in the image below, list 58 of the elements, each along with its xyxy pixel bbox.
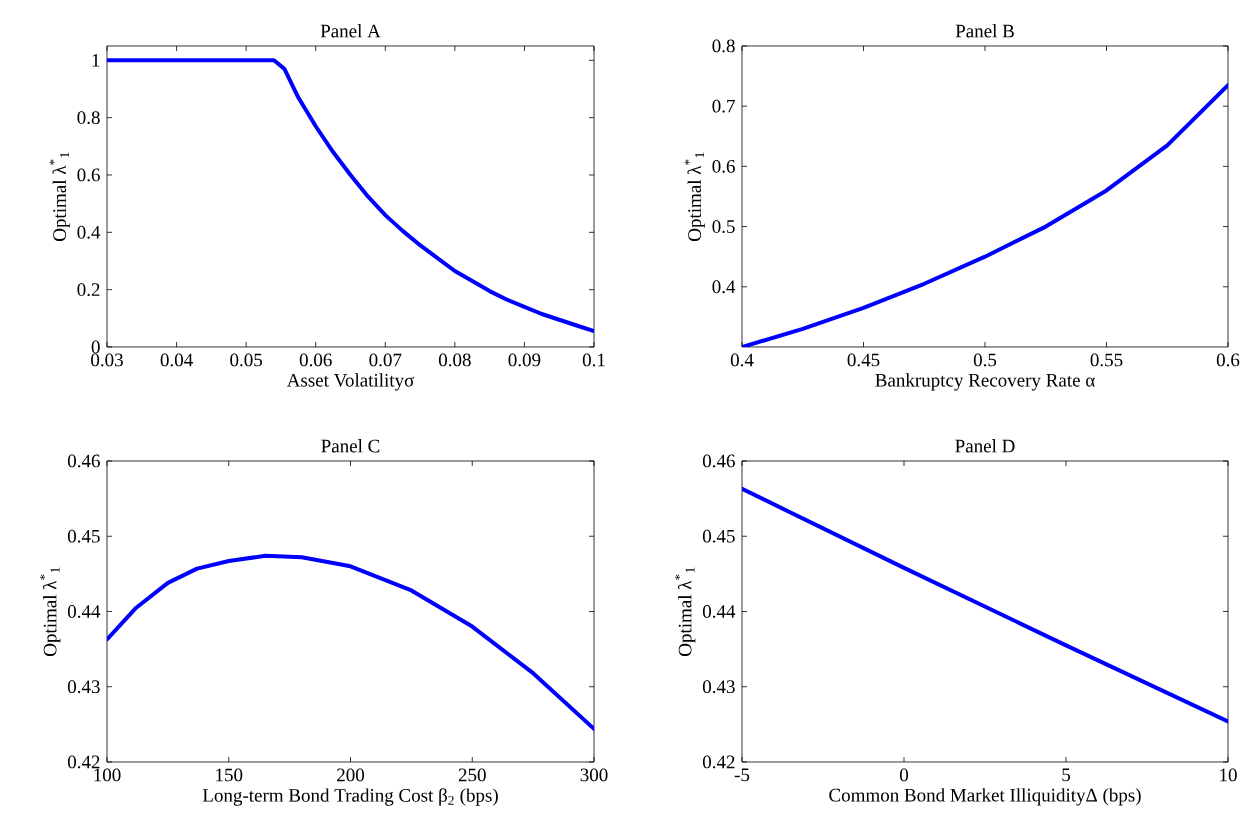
y-tick-label: 0.8: [77, 111, 100, 125]
y-tick-label: 0.43: [67, 680, 100, 694]
x-tick-label: 0.06: [299, 353, 332, 367]
x-tick-label: 100: [94, 768, 121, 782]
y-axis-title: Optimal λ$^{*}$1: [49, 152, 70, 241]
chart-title: Panel C: [321, 439, 380, 453]
x-tick-label: 0.03: [91, 353, 123, 367]
line-series: [107, 553, 595, 731]
x-tick-label: 150: [216, 768, 243, 782]
x-tick-label: 0: [899, 768, 909, 782]
x-tick-label: 0.45: [847, 353, 880, 367]
y-tick-label: 0.4: [712, 280, 736, 294]
x-tick-label: 0.6: [1216, 353, 1240, 367]
x-tick-label: 0.1: [582, 353, 605, 367]
y-tick-label: 0.42: [702, 755, 735, 769]
y-axis-title: Optimal λ$^{*}$1: [40, 567, 61, 656]
y-tick-label: 0.45: [702, 529, 735, 543]
y-tick-label: 0.5: [712, 220, 735, 234]
chart-title: Panel D: [955, 439, 1015, 453]
x-tick-label: 0.5: [973, 353, 997, 367]
y-tick-label: 0.43: [702, 680, 735, 694]
x-axis-title: Common Bond Market IlliquidityΔ (bps): [829, 788, 1141, 806]
y-tick-label: 0.6: [77, 168, 100, 182]
x-tick-label: 0.08: [438, 353, 471, 367]
line-series: [742, 486, 1229, 724]
x-tick-label: -5: [734, 768, 750, 782]
y-tick-label: 0.4: [77, 225, 101, 239]
chart-title: Panel B: [955, 24, 1014, 38]
x-tick-label: 10: [1220, 768, 1237, 782]
x-tick-label: 0.05: [230, 353, 263, 367]
x-tick-label: 0.55: [1090, 353, 1123, 367]
y-tick-label: 0.44: [702, 605, 736, 618]
x-tick-label: 0.09: [508, 353, 541, 367]
y-tick-label: 0.7: [712, 99, 735, 113]
y-tick-label: 0.46: [702, 454, 735, 468]
x-tick-label: 250: [458, 768, 486, 782]
y-tick-label: 0: [91, 340, 100, 354]
y-tick-label: 0.6: [712, 159, 735, 173]
x-tick-label: 0.07: [369, 353, 402, 367]
x-axis-title: Bankruptcy Recovery Rate α: [875, 373, 1095, 391]
x-tick-label: 5: [1062, 768, 1071, 782]
x-tick-label: 0.04: [160, 353, 193, 367]
x-tick-label: 200: [337, 768, 365, 782]
y-tick-label: 0.45: [67, 529, 100, 543]
y-tick-label: 0.2: [77, 283, 100, 297]
x-axis-title: Asset Volatilityσ: [286, 373, 415, 391]
y-axis-title: Optimal λ$^{*}$1: [675, 567, 696, 656]
chart-title: Panel A: [320, 24, 381, 38]
y-tick-label: 0.42: [67, 755, 100, 769]
y-tick-label: 1: [92, 54, 100, 67]
y-axis-title: Optimal λ$^{*}$1: [684, 152, 705, 241]
y-tick-label: 0.44: [67, 605, 101, 618]
line-series: [742, 83, 1229, 347]
y-tick-label: 0.8: [712, 39, 735, 53]
x-axis-title: Long-term Bond Trading Cost β$_{2}$ (bps): [202, 788, 498, 806]
y-tick-label: 0.46: [67, 454, 100, 468]
x-tick-label: 0.4: [730, 353, 754, 367]
x-tick-label: 300: [580, 768, 608, 782]
